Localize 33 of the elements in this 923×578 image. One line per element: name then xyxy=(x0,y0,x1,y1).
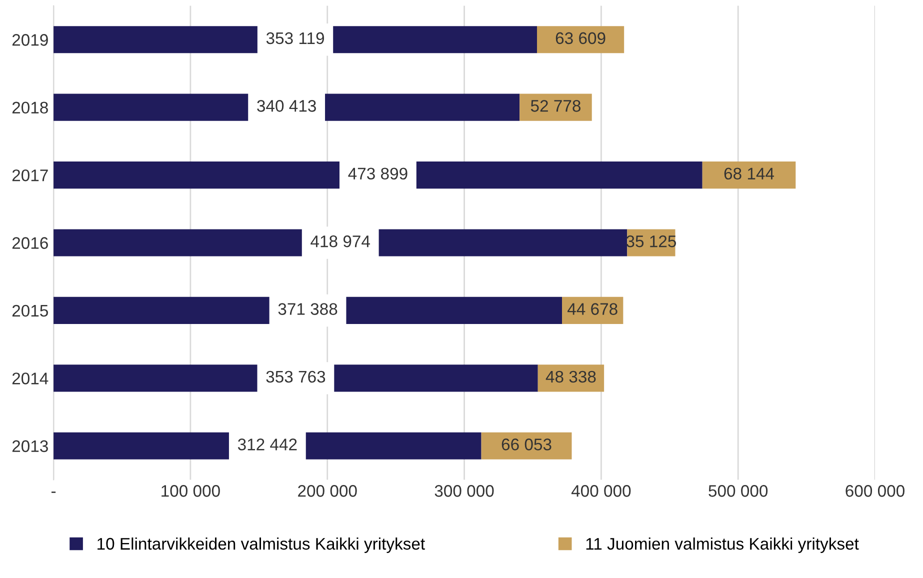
bar xyxy=(702,162,796,189)
x-tick-label: 600 000 xyxy=(846,485,904,497)
data-label: 418 974 xyxy=(310,235,370,248)
data-label: 353 763 xyxy=(266,370,326,383)
bar xyxy=(536,26,624,54)
x-tick-label: 300 000 xyxy=(434,485,494,497)
data-label: 66 053 xyxy=(502,438,552,450)
data-label: 473 899 xyxy=(348,168,408,180)
y-tick-label: 2017 xyxy=(12,169,48,182)
data-label: 48 338 xyxy=(546,370,596,383)
bar xyxy=(520,94,592,121)
data-label: 371 388 xyxy=(278,303,338,315)
x-tick-label: 500 000 xyxy=(708,485,768,497)
y-tick-label: 2019 xyxy=(12,34,48,46)
data-label: 44 678 xyxy=(567,303,618,315)
y-tick-label: 2013 xyxy=(12,440,48,452)
legend-label: 11 Juomien valmistus Kaikki yritykset xyxy=(586,537,859,554)
data-label: 68 144 xyxy=(724,168,774,180)
x-tick-label: 100 000 xyxy=(162,485,220,497)
data-label: 340 413 xyxy=(257,100,316,112)
x-tick-label: 200 000 xyxy=(298,485,357,497)
x-tick-label: - xyxy=(52,492,56,493)
legend-label: 10 Elintarvikkeiden valmistus Kaikki yritykset xyxy=(98,537,425,554)
bar xyxy=(481,432,572,460)
x-tick-label: 400 000 xyxy=(571,485,631,497)
y-tick-label: 2015 xyxy=(12,304,48,317)
y-tick-label: 2018 xyxy=(12,102,48,114)
data-label: 63 609 xyxy=(556,32,606,44)
data-label: 312 442 xyxy=(238,438,297,450)
y-tick-label: 2014 xyxy=(12,372,48,384)
data-label: 52 778 xyxy=(530,100,580,112)
data-label: 353 119 xyxy=(266,32,324,44)
y-tick-label: 2016 xyxy=(12,237,48,249)
